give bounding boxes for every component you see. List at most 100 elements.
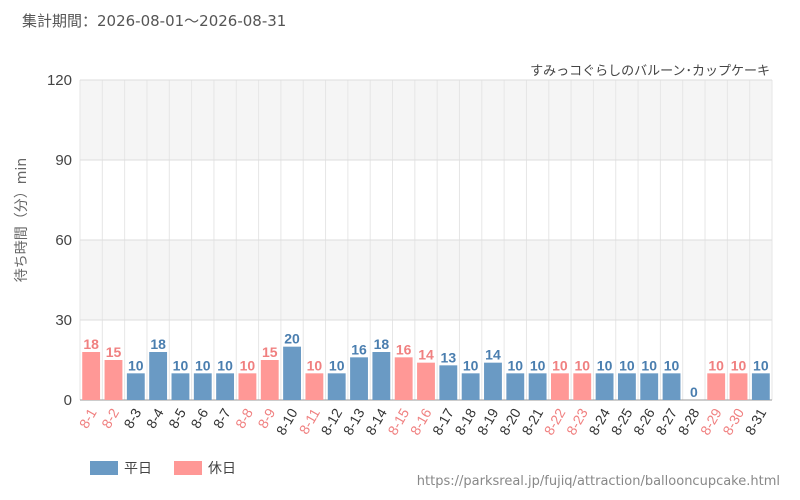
x-tick-label: 8-22 [541, 405, 569, 437]
x-tick-label: 8-7 [210, 405, 234, 431]
bar-value-label: 13 [441, 349, 457, 365]
x-tick-label: 8-14 [362, 405, 390, 437]
bar [283, 346, 301, 400]
x-tick-label: 8-11 [296, 405, 323, 437]
x-tick-label: 8-29 [697, 405, 725, 437]
bar [573, 373, 592, 400]
bar-value-label: 10 [329, 357, 345, 373]
bar [595, 373, 614, 400]
bar-value-label: 14 [485, 347, 501, 363]
x-tick-label: 8-19 [474, 405, 502, 437]
x-tick-label: 8-6 [187, 405, 211, 431]
bar [551, 373, 569, 400]
grid-band [80, 80, 772, 160]
x-tick-label: 8-28 [675, 405, 703, 437]
x-tick-label: 8-30 [719, 405, 747, 437]
bar-value-label: 16 [351, 341, 367, 357]
bar [707, 373, 726, 400]
bar [171, 373, 190, 400]
legend-item-holiday[interactable]: 休日 [174, 458, 236, 478]
bar [327, 373, 346, 400]
bar [305, 373, 324, 400]
bar-value-label: 18 [83, 336, 99, 352]
x-tick-label: 8-5 [165, 405, 189, 431]
legend: 平日 休日 [90, 458, 236, 478]
bar-value-label: 15 [106, 344, 122, 360]
x-tick-label: 8-31 [742, 405, 770, 437]
x-tick-label: 8-27 [652, 405, 680, 437]
source-url[interactable]: https://parksreal.jp/fujiq/attraction/ba… [416, 474, 780, 489]
x-tick-label: 8-1 [76, 405, 100, 431]
bar-value-label: 18 [374, 336, 390, 352]
y-tick-label: 120 [47, 72, 72, 89]
legend-item-weekday[interactable]: 平日 [90, 458, 152, 478]
bar [528, 373, 547, 400]
bar-value-label: 10 [597, 357, 613, 373]
bar-value-label: 10 [307, 357, 323, 373]
bar-value-label: 10 [463, 357, 479, 373]
legend-swatch-weekday [90, 461, 118, 475]
bar-value-label: 10 [173, 357, 189, 373]
bar [126, 373, 145, 400]
bar [617, 373, 636, 400]
x-tick-label: 8-8 [232, 405, 256, 431]
bar-value-label: 16 [396, 341, 412, 357]
y-tick-label: 60 [55, 232, 72, 249]
bar [751, 373, 770, 400]
bar-value-label: 0 [690, 384, 698, 400]
bar [149, 352, 168, 400]
bar-value-label: 15 [262, 344, 278, 360]
x-tick-label: 8-26 [630, 405, 658, 437]
bar-value-label: 10 [217, 357, 233, 373]
bar-value-label: 10 [708, 357, 724, 373]
y-tick-label: 90 [55, 152, 72, 169]
bar-value-label: 10 [552, 357, 568, 373]
bar [372, 352, 391, 400]
x-tick-label: 8-17 [429, 405, 457, 437]
grid-band [80, 240, 772, 320]
bar-value-label: 10 [128, 357, 144, 373]
bar [640, 373, 659, 400]
bar [104, 360, 123, 400]
bar [193, 373, 212, 400]
x-tick-label: 8-12 [317, 405, 345, 437]
bar-value-label: 14 [418, 347, 434, 363]
bar-value-label: 10 [195, 357, 211, 373]
bar [506, 373, 525, 400]
bar [662, 373, 681, 400]
bar-value-label: 10 [731, 357, 747, 373]
bar [394, 357, 413, 400]
bar [350, 357, 368, 400]
bar [417, 362, 435, 400]
x-tick-label: 8-23 [563, 405, 591, 437]
bar [729, 373, 748, 400]
bar-value-label: 10 [619, 357, 635, 373]
bar-value-label: 10 [240, 357, 256, 373]
legend-label-holiday: 休日 [208, 461, 236, 477]
bar [82, 352, 101, 400]
x-tick-label: 8-2 [98, 405, 122, 431]
x-tick-label: 8-20 [496, 405, 524, 437]
bar-value-label: 10 [641, 357, 657, 373]
bar-value-label: 10 [508, 357, 524, 373]
y-tick-label: 30 [55, 312, 72, 329]
x-tick-label: 8-15 [384, 405, 412, 437]
x-tick-label: 8-13 [340, 405, 368, 437]
bar-value-label: 10 [530, 357, 546, 373]
bar [216, 373, 235, 400]
x-tick-label: 8-25 [608, 405, 636, 437]
x-tick-label: 8-3 [120, 405, 144, 431]
bar [238, 373, 257, 400]
bar-value-label: 10 [753, 357, 769, 373]
bar-value-label: 10 [574, 357, 590, 373]
bar-value-label: 18 [150, 336, 166, 352]
bar [260, 360, 279, 400]
x-tick-label: 8-24 [585, 405, 613, 437]
legend-swatch-holiday [174, 461, 202, 475]
bar-value-label: 20 [284, 331, 300, 347]
bar [461, 373, 480, 400]
bar-value-label: 10 [664, 357, 680, 373]
bar [439, 365, 458, 400]
bar [484, 362, 502, 400]
